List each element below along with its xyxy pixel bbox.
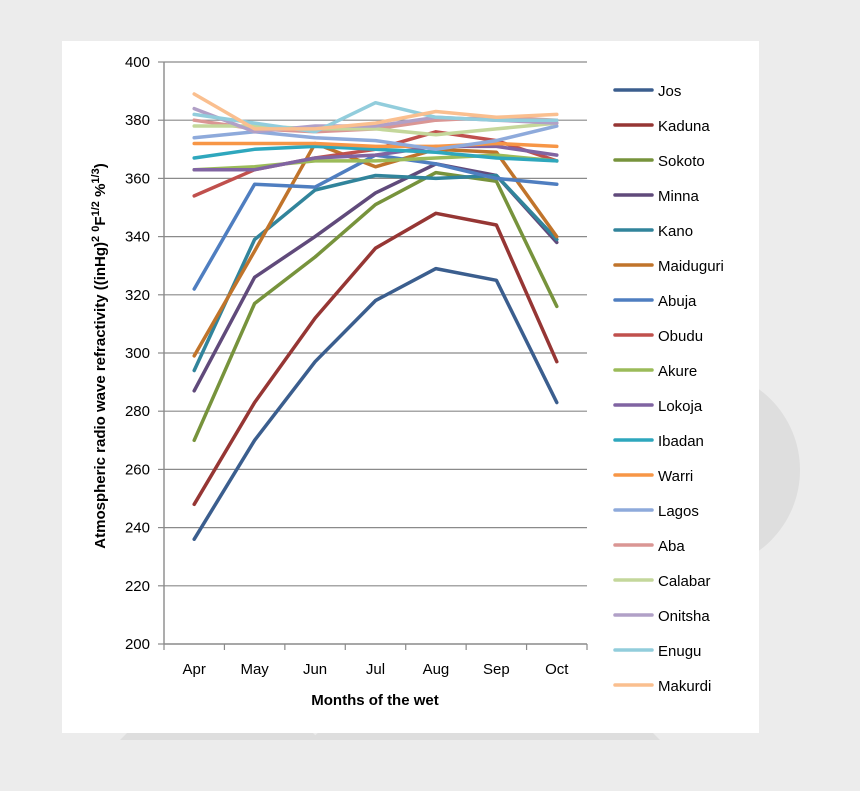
legend: Jos Kaduna Sokoto Minna Kano Maiduguri Abuja Ob… [613, 83, 724, 695]
y-axis-label-part: F [92, 216, 109, 225]
y-tick-label: 300 [125, 345, 150, 362]
legend-label: Lagos [658, 503, 699, 520]
legend-item-onitsha: Onitsha [613, 608, 710, 625]
y-axis-label-part: 0 [90, 226, 102, 232]
axes [158, 61, 588, 650]
x-tick-labels: Apr May Jun Jul Aug Sep Oct [183, 661, 570, 678]
y-axis-label-part: ) [92, 163, 109, 168]
legend-label: Kano [658, 223, 693, 240]
x-tick-label: Oct [545, 661, 569, 678]
y-tick-label: 380 [125, 112, 150, 129]
series-line-makurdi [192, 92, 559, 131]
legend-label: Sokoto [658, 153, 705, 170]
legend-item-jos: Jos [613, 83, 681, 100]
legend-label: Jos [658, 83, 681, 100]
legend-label: Makurdi [658, 678, 711, 695]
y-axis-label-part: 1/3 [90, 168, 102, 183]
legend-item-kaduna: Kaduna [613, 118, 710, 135]
y-tick-label: 280 [125, 403, 150, 420]
legend-label: Kaduna [658, 118, 710, 135]
series-line-lokoja [192, 144, 559, 172]
line-chart: 200 220 240 260 280 300 320 340 360 380 400 Apr May… [90, 54, 724, 709]
legend-item-maiduguri: Maiduguri [613, 258, 724, 275]
series-line-kano [192, 173, 559, 373]
y-tick-label: 400 [125, 54, 150, 71]
legend-item-lokoja: Lokoja [613, 398, 703, 415]
legend-label: Lokoja [658, 398, 703, 415]
series-line-maiduguri [192, 141, 559, 358]
legend-item-minna: Minna [613, 188, 700, 205]
x-tick-label: Aug [423, 661, 450, 678]
y-tick-label: 240 [125, 520, 150, 537]
x-tick-label: Sep [483, 661, 510, 678]
x-tick-label: Jun [303, 661, 327, 678]
y-tick-label: 220 [125, 578, 150, 595]
legend-item-sokoto: Sokoto [613, 153, 705, 170]
y-axis-label-part: % [92, 184, 109, 202]
y-axis-label: Atmospheric radio wave refractivity ((in… [90, 163, 109, 548]
x-tick-label: Apr [183, 661, 206, 678]
series-line-calabar [192, 121, 559, 137]
series-line-kaduna [192, 211, 559, 507]
legend-item-warri: Warri [613, 468, 693, 485]
legend-item-enugu: Enugu [613, 643, 701, 660]
x-tick-label: Jul [366, 661, 385, 678]
legend-item-aba: Aba [613, 538, 685, 555]
legend-label: Ibadan [658, 433, 704, 450]
y-tick-label: 260 [125, 461, 150, 478]
legend-label: Calabar [658, 573, 711, 590]
series-line-akure [192, 153, 559, 172]
legend-label: Obudu [658, 328, 703, 345]
legend-label: Maiduguri [658, 258, 724, 275]
legend-label: Akure [658, 363, 697, 380]
y-tick-label: 360 [125, 170, 150, 187]
series-lines [192, 92, 559, 541]
y-axis-label-part: 1/2 [90, 201, 102, 216]
series-line-warri [192, 141, 559, 149]
legend-item-obudu: Obudu [613, 328, 703, 345]
x-tick-label: May [240, 661, 269, 678]
legend-item-makurdi: Makurdi [613, 678, 711, 695]
legend-label: Warri [658, 468, 693, 485]
series-line-sokoto [192, 170, 559, 443]
legend-item-calabar: Calabar [613, 573, 711, 590]
legend-label: Onitsha [658, 608, 710, 625]
y-tick-labels: 200 220 240 260 280 300 320 340 360 380 400 [125, 54, 150, 653]
y-tick-label: 320 [125, 287, 150, 304]
series-line-enugu [192, 100, 559, 134]
legend-item-akure: Akure [613, 363, 697, 380]
legend-item-kano: Kano [613, 223, 693, 240]
chart-card: 200 220 240 260 280 300 320 340 360 380 400 Apr May… [62, 41, 759, 733]
legend-label: Minna [658, 188, 700, 205]
y-axis-label-part: Atmospheric radio wave refractivity ((in… [92, 242, 109, 549]
legend-label: Abuja [658, 293, 697, 310]
x-axis-label: Months of the wet [311, 692, 439, 709]
y-axis-label-part: 2 [90, 236, 102, 242]
legend-label: Aba [658, 538, 685, 555]
series-line-ibadan [192, 144, 559, 163]
legend-label: Enugu [658, 643, 701, 660]
legend-item-ibadan: Ibadan [613, 433, 704, 450]
legend-item-lagos: Lagos [613, 503, 699, 520]
y-tick-label: 340 [125, 229, 150, 246]
series-line-jos [192, 266, 559, 541]
y-tick-label: 200 [125, 636, 150, 653]
legend-item-abuja: Abuja [613, 293, 697, 310]
